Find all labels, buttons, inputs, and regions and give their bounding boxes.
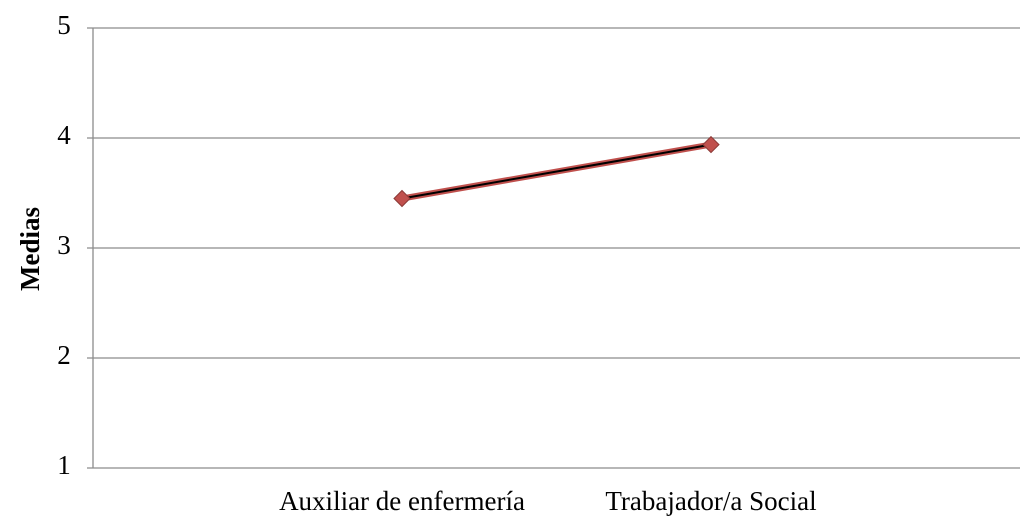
y-axis-title: Medias — [15, 207, 45, 291]
x-tick-label: Auxiliar de enfermería — [279, 486, 525, 516]
data-point-marker — [393, 189, 411, 208]
x-tick-label: Trabajador/a Social — [605, 486, 816, 516]
x-axis-tick-labels: Auxiliar de enfermería Trabajador/a Socia… — [279, 486, 817, 516]
y-tick-label-3: 3 — [57, 230, 71, 260]
gridlines — [87, 27, 1020, 469]
data-point-marker — [702, 135, 720, 154]
y-tick-label-2: 2 — [57, 340, 71, 370]
y-tick-label-5: 5 — [57, 10, 71, 40]
y-axis-tick-labels: 1 2 3 4 5 — [57, 10, 71, 480]
series-line-core — [401, 143, 712, 200]
series-group — [393, 135, 720, 208]
y-tick-label-1: 1 — [57, 450, 71, 480]
y-tick-label-4: 4 — [57, 120, 71, 150]
